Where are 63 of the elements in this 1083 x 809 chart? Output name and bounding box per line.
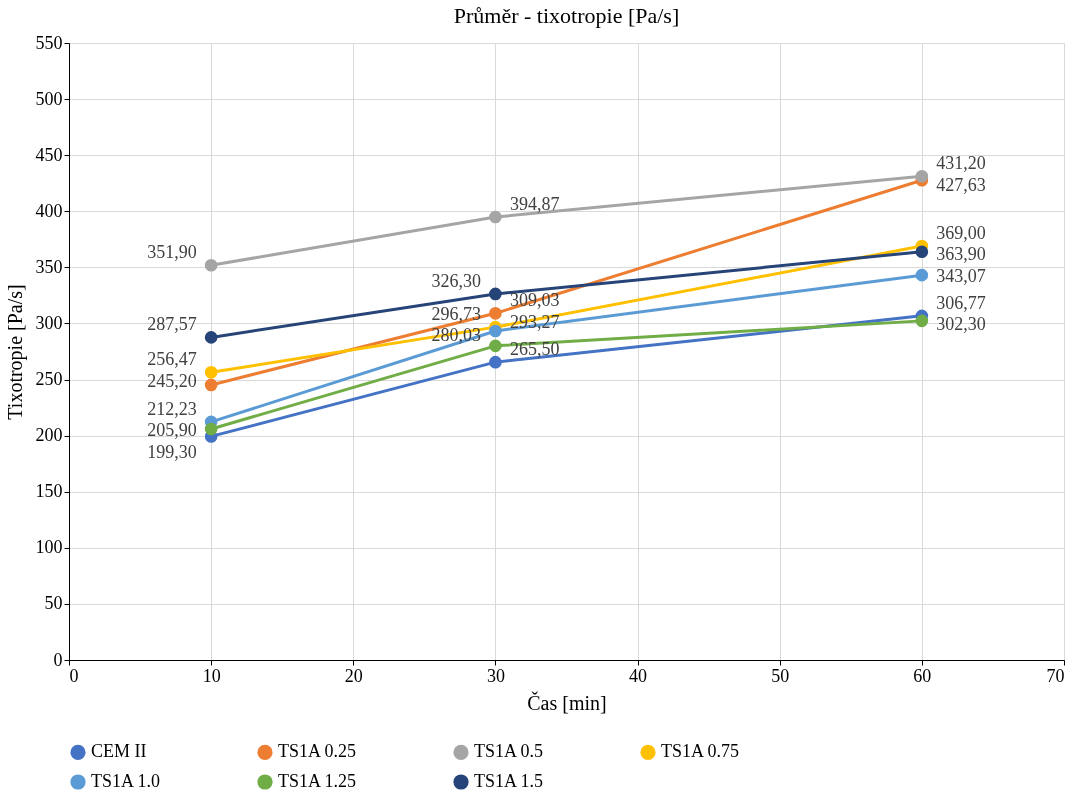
y-tick-label: 450 xyxy=(35,144,63,165)
data-label: 265,50 xyxy=(509,338,560,359)
data-label: 296,73 xyxy=(431,303,481,324)
y-tick-label: 250 xyxy=(35,369,63,390)
legend-label: TS1A 0.75 xyxy=(661,741,740,762)
data-label: 302,30 xyxy=(936,314,986,335)
y-tick-label: 100 xyxy=(35,537,63,558)
data-label: 256,47 xyxy=(147,348,197,369)
x-tick-label: 40 xyxy=(629,665,648,686)
data-label: 212,23 xyxy=(147,398,197,419)
data-label: 326,30 xyxy=(431,270,481,291)
data-label: 351,90 xyxy=(147,241,197,262)
point xyxy=(204,365,218,379)
y-tick-label: 300 xyxy=(35,312,63,333)
y-tick-label: 200 xyxy=(35,425,63,446)
data-label: 369,00 xyxy=(936,222,986,243)
y-tick-label: 0 xyxy=(53,649,63,670)
legend-label: TS1A 1.0 xyxy=(91,771,161,791)
y-tick-label: 500 xyxy=(35,88,63,109)
legend-label: TS1A 0.25 xyxy=(278,741,357,762)
point xyxy=(489,210,502,224)
point xyxy=(204,422,218,436)
point xyxy=(204,378,218,392)
x-axis-title: Čas [min] xyxy=(527,690,607,714)
y-tick-label: 550 xyxy=(35,32,63,53)
x-tick-label: 30 xyxy=(486,665,505,686)
y-tick-label: 150 xyxy=(35,481,63,502)
point xyxy=(489,307,502,320)
point xyxy=(489,287,502,301)
legend-label: TS1A 1.5 xyxy=(474,771,544,791)
point xyxy=(489,355,502,369)
data-label: 431,20 xyxy=(936,152,986,173)
point xyxy=(489,324,502,338)
data-label: 343,07 xyxy=(936,265,986,286)
data-label: 394,87 xyxy=(509,193,560,214)
y-axis-title: Tixotropie [Pa/s] xyxy=(3,284,27,420)
point xyxy=(915,268,929,282)
x-tick-label: 50 xyxy=(771,665,790,686)
point xyxy=(489,339,502,353)
point xyxy=(915,169,929,183)
chart-title: Průměr - tixotropie [Pa/s] xyxy=(453,3,680,28)
data-label: 245,20 xyxy=(147,370,197,391)
data-label: 306,77 xyxy=(936,292,986,313)
x-tick-label: 10 xyxy=(202,665,221,686)
y-tick-label: 350 xyxy=(35,256,63,277)
legend-label: TS1A 1.25 xyxy=(278,771,357,791)
data-label: 199,30 xyxy=(147,441,197,462)
point xyxy=(204,331,218,344)
point xyxy=(915,314,929,328)
x-tick-label: 60 xyxy=(913,665,932,686)
y-tick-label: 400 xyxy=(35,200,63,221)
data-label: 427,63 xyxy=(936,174,986,195)
data-label: 205,90 xyxy=(147,420,197,441)
point xyxy=(915,245,929,259)
data-label: 363,90 xyxy=(936,244,986,265)
x-tick-label: 70 xyxy=(1046,665,1065,686)
legend-label: TS1A 0.5 xyxy=(474,741,544,762)
data-label: 287,57 xyxy=(147,314,197,335)
x-tick-label: 0 xyxy=(69,665,79,686)
point xyxy=(204,258,218,272)
x-tick-label: 20 xyxy=(344,665,363,686)
legend-label: CEM II xyxy=(91,741,147,762)
y-tick-label: 50 xyxy=(44,593,63,614)
